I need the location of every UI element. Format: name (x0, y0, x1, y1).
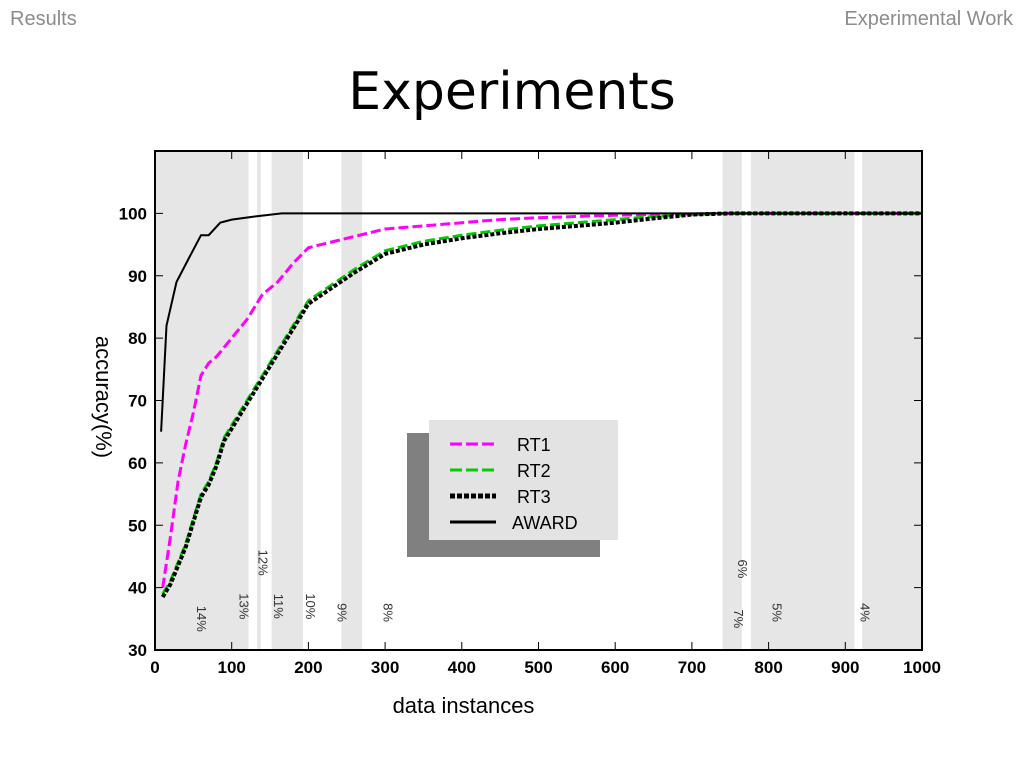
legend-label-award: AWARD (512, 513, 578, 533)
y-tick-label: 90 (128, 267, 147, 286)
x-axis-label: data instances (393, 693, 535, 718)
y-tick-label: 100 (119, 204, 147, 223)
series-line-rt3 (160, 211, 922, 599)
header-section-label: Results (10, 8, 77, 30)
percent-annotation: 14% (194, 606, 209, 632)
y-tick-label: 40 (128, 579, 147, 598)
shaded-band (750, 151, 855, 650)
shaded-band (722, 151, 742, 650)
shaded-band (257, 151, 261, 650)
x-tick-label: 800 (754, 658, 782, 677)
percent-annotation: 7% (731, 609, 746, 628)
percent-annotation: 5% (769, 603, 784, 622)
x-tick-label: 400 (448, 658, 476, 677)
x-tick-label: 500 (524, 658, 552, 677)
legend: RT1 RT2 RT3 AWARD (407, 420, 618, 557)
shaded-band (155, 151, 249, 650)
percent-annotation: 12% (256, 550, 271, 576)
x-tick-label: 100 (218, 658, 246, 677)
percent-annotation: 8% (381, 603, 396, 622)
x-tick-label: 300 (371, 658, 399, 677)
x-tick-label: 900 (831, 658, 859, 677)
percent-annotation: 4% (858, 603, 873, 622)
plot-frame (154, 150, 923, 651)
y-axis-label: accuracy(%) (91, 336, 116, 458)
legend-label-rt3: RT3 (517, 487, 551, 507)
shaded-band (341, 151, 363, 650)
series-line-rt2 (161, 211, 922, 595)
percent-annotation: 6% (735, 560, 750, 579)
x-tick-label: 0 (150, 658, 159, 677)
shaded-band (862, 151, 922, 650)
legend-box (429, 420, 618, 540)
x-tick-label: 200 (294, 658, 322, 677)
header-topic-label: Experimental Work (844, 8, 1013, 30)
series-line-rt1 (161, 211, 922, 588)
y-tick-label: 60 (128, 454, 147, 473)
y-tick-label: 80 (128, 329, 147, 348)
series-line-award (160, 212, 922, 432)
y-tick-label: 50 (128, 516, 147, 535)
y-tick-label: 70 (128, 392, 147, 411)
legend-label-rt2: RT2 (517, 461, 551, 481)
percent-annotation: 10% (303, 593, 318, 619)
x-tick-label: 1000 (903, 658, 941, 677)
legend-label-rt1: RT1 (517, 435, 551, 455)
shaded-band (271, 151, 304, 650)
x-tick-label: 700 (678, 658, 706, 677)
x-tick-label: 600 (601, 658, 629, 677)
percent-annotation: 11% (271, 594, 286, 619)
percent-annotation: 9% (335, 603, 350, 622)
y-tick-label: 30 (128, 641, 147, 660)
slide-title: Experiments (348, 62, 676, 122)
percent-annotation: 13% (236, 593, 251, 619)
